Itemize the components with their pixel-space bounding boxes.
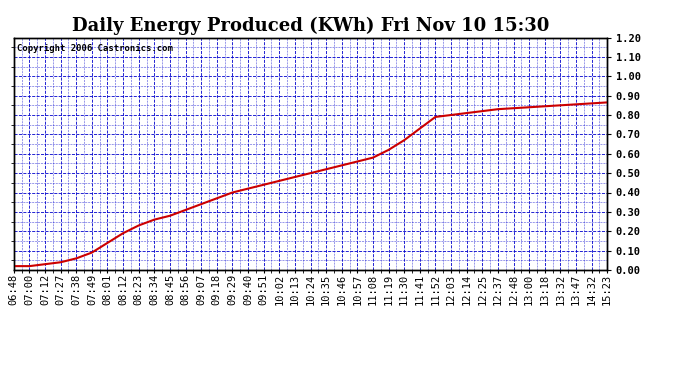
Text: Copyright 2006 Castronics.com: Copyright 2006 Castronics.com — [17, 45, 172, 54]
Title: Daily Energy Produced (KWh) Fri Nov 10 15:30: Daily Energy Produced (KWh) Fri Nov 10 1… — [72, 16, 549, 34]
